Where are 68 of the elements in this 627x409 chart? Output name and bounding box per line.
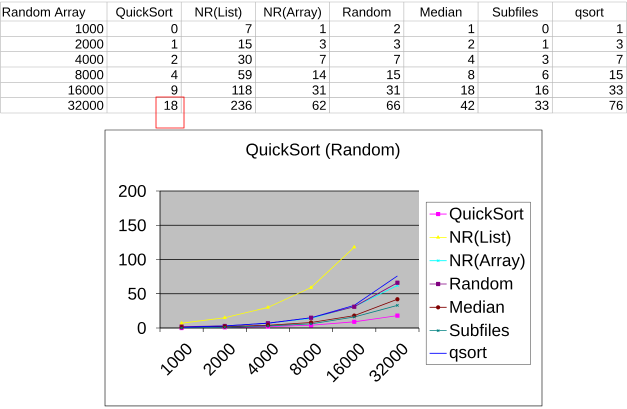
data-label: 3 xyxy=(320,39,326,49)
y-tick-label: 0 xyxy=(138,322,146,334)
y-tick-label: 1000 xyxy=(76,24,104,34)
data-label: 6 xyxy=(542,70,549,80)
data-label: 0 xyxy=(542,24,549,34)
legend-label: Median xyxy=(450,300,504,313)
data-label: 7 xyxy=(394,54,400,64)
data-label: 3 xyxy=(616,39,623,49)
data-label: 15 xyxy=(387,70,400,80)
y-tick-label: 4000 xyxy=(75,54,104,64)
data-label: 59 xyxy=(238,70,252,80)
data-label: 31 xyxy=(386,85,400,95)
legend-label: NR(Array) xyxy=(450,254,524,270)
data-label: 2 xyxy=(171,54,178,64)
legend-label: QuickSort xyxy=(450,207,524,223)
data-label: 4 xyxy=(171,70,178,80)
y-tick-label: 32000 xyxy=(68,100,104,110)
data-label: 18 xyxy=(164,100,178,110)
x-tick-label: Median xyxy=(420,7,462,17)
y-tick-label: 100 xyxy=(119,253,146,266)
data-label: 7 xyxy=(616,54,623,64)
y-tick-label: 16000 xyxy=(68,85,104,95)
x-tick-label: Random xyxy=(343,7,390,17)
data-label: 66 xyxy=(386,100,400,110)
data-label: 1 xyxy=(468,24,474,34)
data-label: 31 xyxy=(312,85,326,95)
data-label: 4 xyxy=(468,54,474,64)
data-label: 1 xyxy=(617,24,623,34)
data-label: 9 xyxy=(171,85,178,95)
data-label: 1 xyxy=(320,24,326,34)
y-tick-label: 8000 xyxy=(75,70,104,80)
data-label: 33 xyxy=(535,100,549,110)
y-tick-label: 2000 xyxy=(76,39,104,49)
legend-label: Subfiles xyxy=(450,324,509,336)
data-label: 62 xyxy=(312,100,326,110)
data-label: 3 xyxy=(542,54,549,64)
data-label: 3 xyxy=(394,39,400,49)
x-tick-label: NR(Array) xyxy=(264,7,321,20)
y-axis-title: Random Array xyxy=(2,7,86,20)
data-label: 76 xyxy=(610,100,623,110)
x-tick-label: Subfiles xyxy=(492,7,538,17)
data-label: 118 xyxy=(232,85,252,95)
data-label: 7 xyxy=(320,54,326,64)
y-tick-label: 50 xyxy=(128,288,146,300)
data-label: 14 xyxy=(312,70,326,80)
data-label: 7 xyxy=(246,24,252,34)
data-label: 0 xyxy=(171,24,178,34)
data-label: 18 xyxy=(461,85,474,95)
data-label: 2 xyxy=(468,39,474,49)
data-label: 8 xyxy=(468,70,474,80)
data-label: 30 xyxy=(238,54,252,64)
legend-label: NR(List) xyxy=(450,230,510,246)
data-label: 1 xyxy=(172,40,178,48)
x-tick-label: qsort xyxy=(575,8,604,20)
data-label: 236 xyxy=(231,100,252,110)
data-label: 16 xyxy=(536,85,549,95)
legend-label: Random xyxy=(450,277,512,290)
data-label: 42 xyxy=(460,100,474,110)
data-label: 2 xyxy=(394,24,400,34)
y-tick-label: 200 xyxy=(118,184,146,198)
data-label: 33 xyxy=(609,85,623,95)
y-tick-label: 150 xyxy=(119,219,146,232)
chart-title: QuickSort (Random) xyxy=(246,143,400,159)
data-label: 1 xyxy=(542,40,548,48)
x-tick-label: NR(List) xyxy=(196,7,242,20)
x-tick-label: QuickSort xyxy=(116,7,173,19)
data-label: 15 xyxy=(610,70,623,80)
data-label: 15 xyxy=(238,39,252,49)
